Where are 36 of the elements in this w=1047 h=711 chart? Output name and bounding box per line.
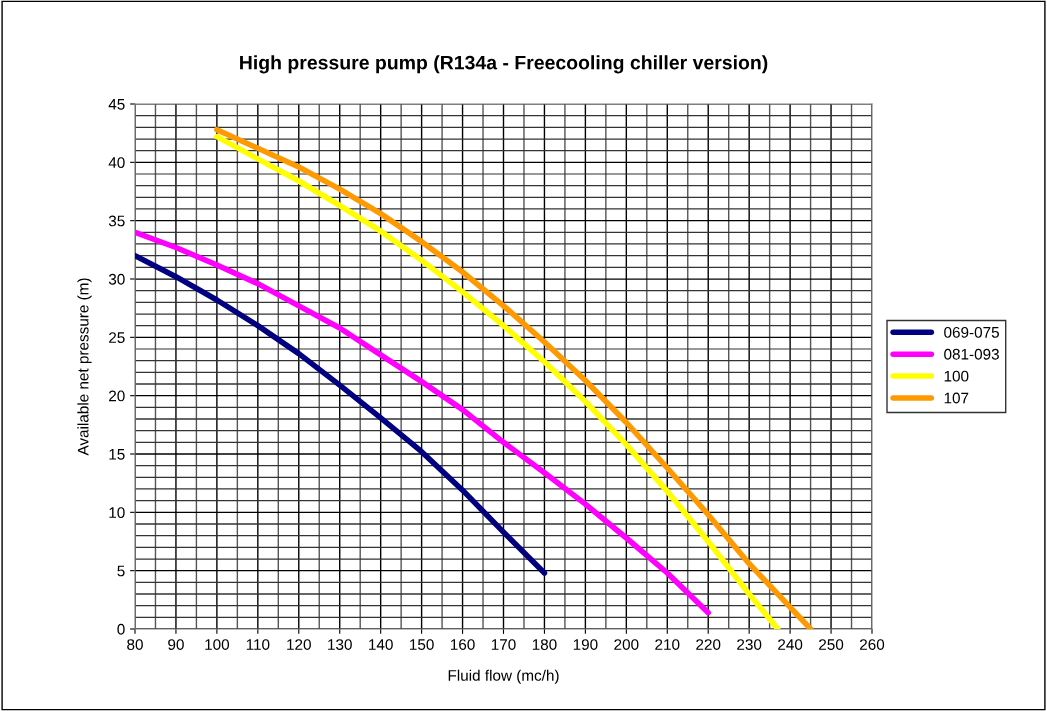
legend-label: 100 — [944, 370, 969, 382]
x-tick-label: 220 — [696, 639, 721, 650]
y-tick-label: 0 — [117, 623, 125, 635]
y-tick-label: 35 — [108, 215, 125, 227]
x-tick-label: 260 — [860, 639, 885, 650]
y-tick-label: 25 — [109, 332, 125, 344]
legend-label: 069-075 — [944, 326, 999, 338]
x-tick-label: 110 — [246, 639, 270, 650]
x-tick-label: 150 — [410, 639, 434, 650]
y-tick-label: 40 — [108, 157, 125, 169]
y-tick-label: 20 — [109, 390, 125, 402]
legend-label: 107 — [944, 392, 969, 404]
x-tick-label: 160 — [450, 639, 475, 650]
x-tick-label: 120 — [287, 639, 311, 650]
x-tick-label: 100 — [205, 639, 230, 650]
x-tick-label: 200 — [614, 639, 639, 650]
x-tick-label: 230 — [737, 639, 762, 650]
x-axis-title: Fluid flow (mc/h) — [448, 669, 559, 684]
x-tick-label: 80 — [127, 639, 143, 650]
y-tick-label: 10 — [109, 507, 125, 519]
x-tick-label: 170 — [491, 639, 516, 650]
x-tick-label: 250 — [819, 639, 844, 650]
y-axis-title: Available net pressure (m) — [77, 278, 92, 456]
y-tick-label: 15 — [109, 449, 125, 460]
y-tick-label: 5 — [117, 565, 125, 577]
y-tick-label: 30 — [108, 273, 125, 285]
x-tick-label: 190 — [573, 639, 598, 650]
x-tick-label: 130 — [328, 639, 352, 650]
x-tick-label: 140 — [369, 639, 393, 650]
x-tick-label: 90 — [168, 639, 184, 650]
chart-title: High pressure pump (R134a - Freecooling chiller version) — [240, 55, 768, 74]
y-tick-label: 45 — [108, 99, 125, 110]
legend-label: 081-093 — [944, 348, 999, 360]
x-tick-label: 180 — [532, 639, 557, 650]
x-tick-label: 210 — [655, 639, 680, 650]
x-tick-label: 240 — [778, 639, 803, 650]
